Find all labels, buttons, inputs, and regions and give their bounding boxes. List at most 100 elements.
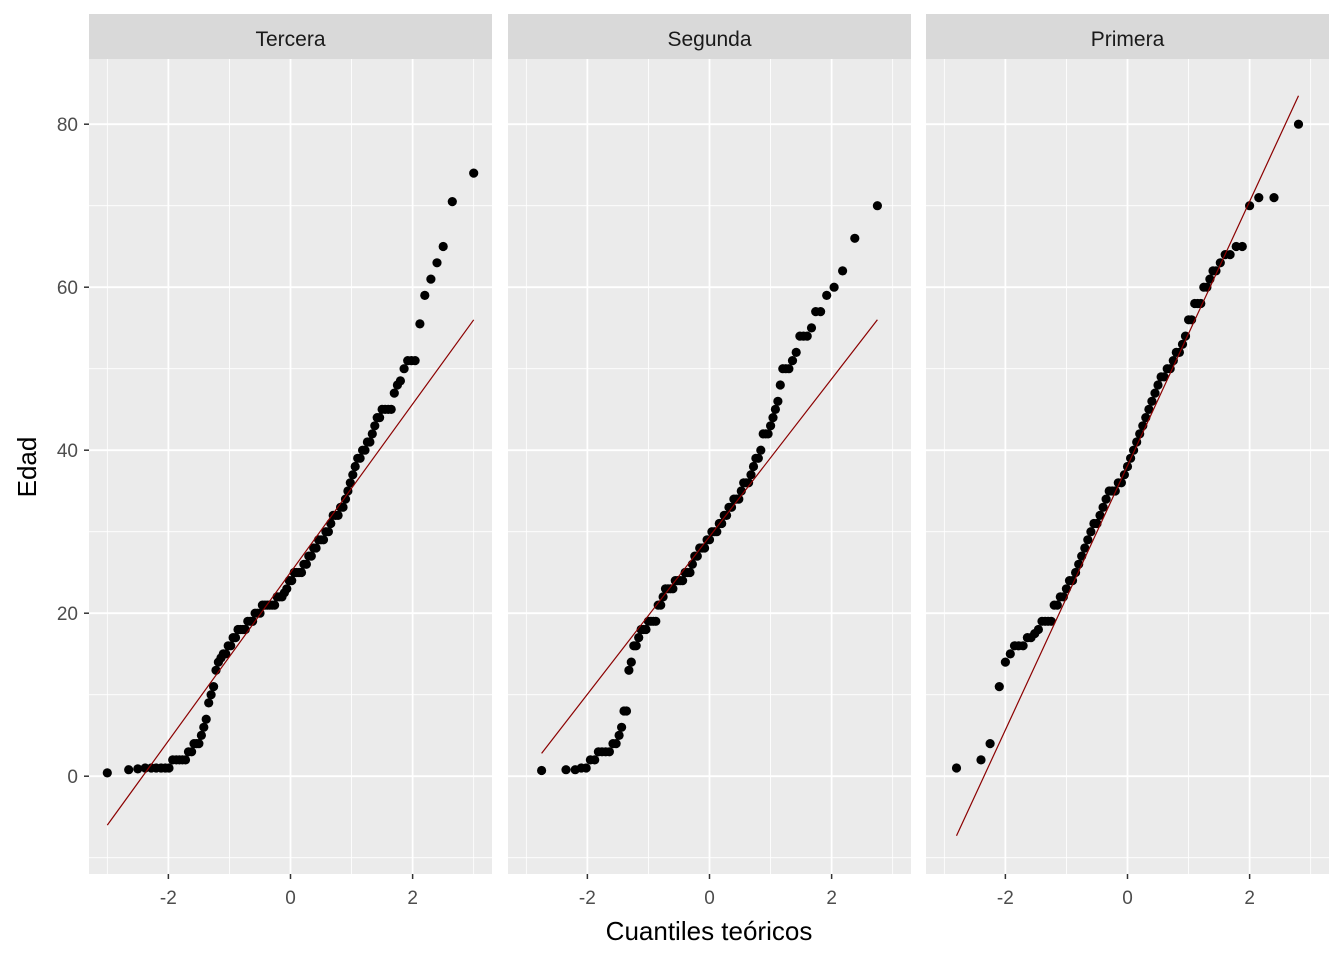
data-point [386, 404, 396, 414]
data-point [355, 453, 365, 463]
data-point [687, 559, 698, 569]
data-point [199, 722, 209, 732]
data-point [287, 576, 297, 586]
data-point [306, 551, 316, 561]
data-point [323, 527, 333, 537]
x-tick-label: 2 [1244, 888, 1255, 909]
facet-strip-label: Primera [1091, 28, 1165, 51]
data-point [656, 600, 666, 610]
data-point [124, 765, 134, 775]
data-point [1159, 372, 1169, 382]
data-point [1005, 649, 1015, 659]
data-point [282, 584, 292, 594]
qq-reference-line [106, 319, 475, 826]
data-point [206, 690, 216, 700]
data-point [1245, 201, 1255, 211]
data-point [775, 380, 785, 390]
y-tick-label: 20 [57, 604, 78, 625]
data-point [631, 641, 641, 651]
x-tick-label: -2 [997, 888, 1014, 909]
data-point [360, 445, 370, 455]
data-point [626, 657, 636, 667]
data-point [1293, 119, 1304, 129]
data-point [164, 763, 174, 773]
data-point [248, 616, 258, 626]
data-point [1225, 250, 1235, 260]
data-point [399, 364, 409, 374]
data-point [318, 535, 329, 545]
data-point [692, 551, 702, 561]
data-point [1153, 380, 1163, 390]
data-point [766, 421, 776, 431]
qq-reference-line [541, 319, 878, 754]
data-point [590, 755, 600, 765]
x-axis-title: Cuantiles teóricos [606, 916, 813, 946]
data-point [756, 445, 766, 455]
data-point [753, 453, 763, 463]
data-point [1000, 657, 1011, 667]
data-point [201, 714, 211, 724]
data-point [365, 437, 375, 447]
data-point [102, 768, 112, 778]
data-point [221, 649, 231, 659]
data-point [872, 201, 883, 211]
y-axis-title: Edad [12, 437, 42, 498]
x-tick-label: -2 [579, 888, 596, 909]
data-point [951, 763, 962, 773]
data-point [768, 413, 778, 423]
data-point [350, 461, 360, 472]
data-point [1018, 641, 1028, 651]
data-point [270, 600, 280, 610]
data-point [806, 323, 817, 333]
data-point [410, 356, 420, 366]
data-point [651, 616, 661, 626]
data-point [375, 413, 385, 423]
qq-reference-line [955, 95, 1300, 836]
data-point [802, 331, 812, 341]
x-tick-label: -2 [160, 888, 177, 909]
data-point [469, 168, 479, 178]
data-point [641, 624, 651, 635]
data-point [345, 478, 355, 488]
y-tick-label: 60 [57, 278, 78, 299]
data-point [604, 747, 615, 757]
data-point [784, 364, 794, 374]
data-point [685, 567, 695, 578]
data-point [432, 258, 442, 268]
data-point [985, 739, 995, 749]
data-point [415, 319, 425, 329]
data-point [1098, 502, 1108, 512]
data-point [1141, 413, 1151, 423]
data-point [1147, 396, 1157, 406]
y-axis: 0 20 40 60 80 [57, 115, 89, 788]
facet-strip [89, 14, 492, 59]
facet-strip [926, 14, 1329, 59]
data-point [704, 535, 715, 545]
data-point [370, 421, 380, 431]
data-point [746, 470, 756, 480]
data-point [367, 429, 377, 439]
data-point [1237, 241, 1247, 252]
data-point [209, 682, 219, 692]
data-point [447, 197, 457, 207]
data-point [816, 307, 826, 317]
data-point [1086, 527, 1096, 537]
data-point [1144, 404, 1154, 414]
x-tick-label: 0 [704, 888, 715, 909]
data-point [389, 388, 399, 398]
data-point [717, 518, 727, 529]
data-point [1083, 535, 1093, 545]
data-point [343, 486, 353, 496]
data-point [340, 494, 351, 504]
data-point [773, 396, 783, 406]
data-point [581, 763, 591, 773]
data-point [1077, 551, 1087, 561]
data-point [829, 282, 839, 292]
data-point [1080, 543, 1090, 553]
y-tick-label: 0 [67, 767, 78, 788]
data-point [133, 764, 143, 774]
data-point [426, 274, 436, 284]
data-point [678, 576, 688, 586]
data-point [537, 765, 547, 776]
data-point [1150, 388, 1160, 398]
